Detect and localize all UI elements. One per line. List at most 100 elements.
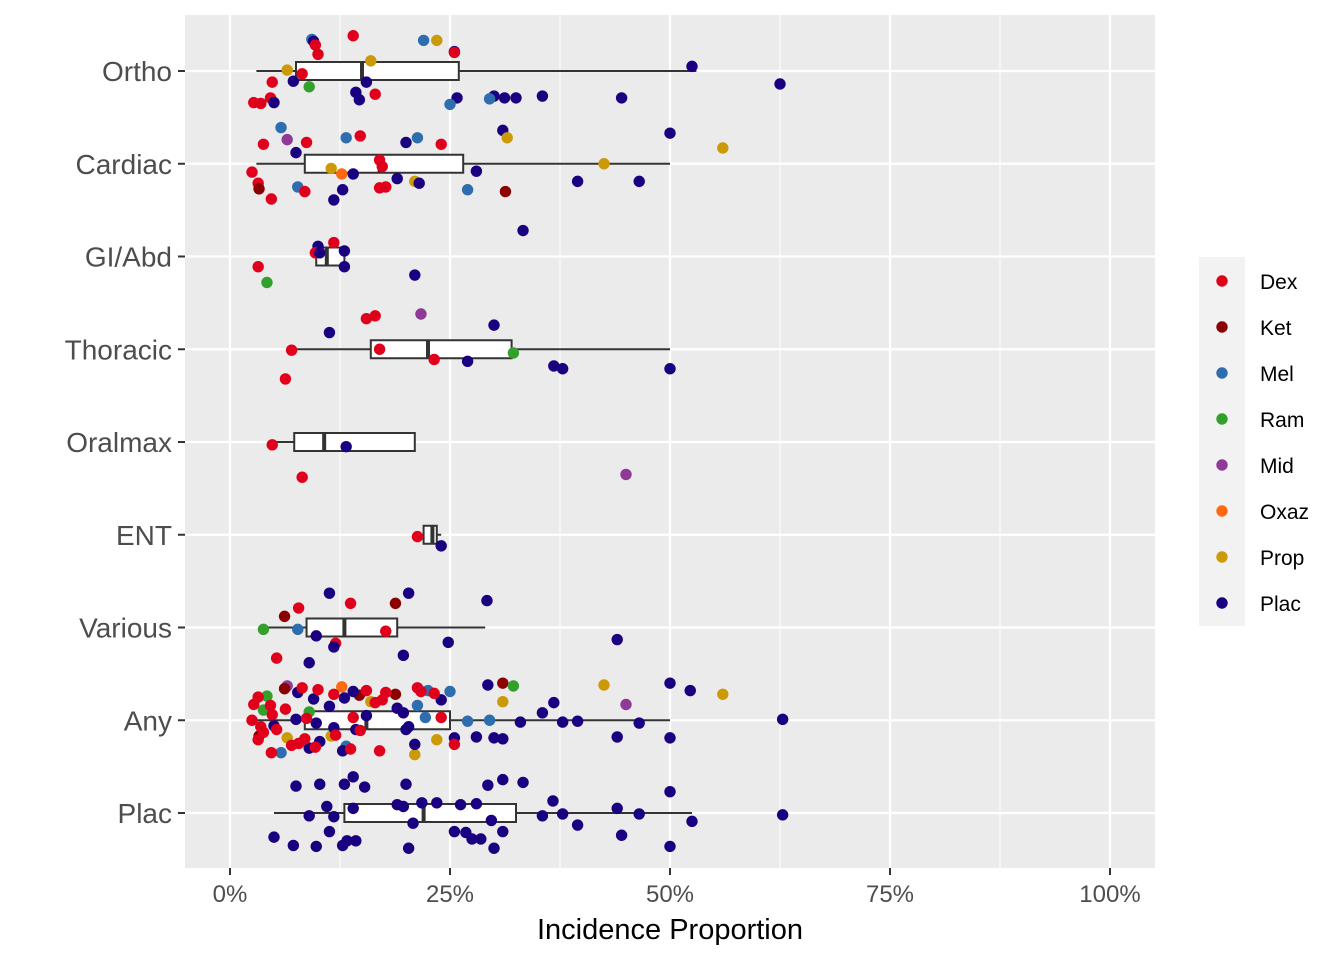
point-plac [548, 360, 560, 372]
point-prop [409, 748, 421, 761]
point-dex [411, 682, 424, 694]
x-axis-title: Incidence Proportion [537, 914, 803, 946]
point-plac [686, 815, 698, 828]
point-plac [391, 172, 403, 185]
point-plac [664, 127, 676, 139]
point-plac [633, 808, 645, 820]
point-plac [556, 363, 569, 375]
y-tick-label: Plac [118, 798, 172, 829]
point-ram [257, 623, 270, 636]
point-plac [664, 363, 676, 375]
point-dex [270, 723, 283, 736]
point-mel [411, 699, 424, 712]
point-dex [312, 683, 324, 696]
point-plac [611, 731, 623, 743]
point-dex [285, 344, 298, 356]
point-dex [369, 310, 381, 322]
box-iqr [422, 524, 438, 545]
point-plac [454, 798, 467, 811]
point-dex [369, 88, 381, 100]
point-plac [475, 833, 487, 845]
point-plac [571, 819, 584, 831]
point-plac [481, 594, 493, 607]
point-dex [435, 138, 447, 150]
point-dex [265, 747, 278, 759]
point-dex [380, 625, 392, 637]
point-prop [497, 696, 509, 708]
point-plac [461, 355, 474, 368]
point-mel [275, 121, 287, 134]
box-iqr [343, 803, 517, 823]
point-mel [275, 747, 287, 759]
point-mel [444, 685, 456, 698]
point-plac [615, 829, 628, 841]
point-plac [470, 165, 483, 177]
point-dex [373, 745, 386, 757]
point-plac [358, 781, 371, 793]
point-mid [620, 698, 632, 711]
legend-label: Oxaz [1260, 501, 1309, 524]
legend-key-ket [1216, 321, 1228, 333]
point-dex [373, 343, 386, 355]
point-dex [252, 734, 264, 746]
point-ram [507, 347, 520, 359]
y-tick-label: GI/Abd [85, 242, 172, 273]
point-dex [246, 166, 258, 178]
box-iqr [295, 61, 460, 81]
point-ram [507, 680, 520, 692]
y-tick-label: ENT [116, 520, 172, 551]
point-mel [461, 715, 474, 727]
point-plac [497, 733, 509, 745]
point-ram [303, 81, 315, 93]
point-prop [717, 142, 729, 154]
point-dex [248, 698, 260, 711]
point-plac [416, 797, 428, 809]
point-plac [268, 831, 280, 843]
point-mel [444, 98, 456, 111]
point-dex [255, 97, 267, 110]
point-plac [336, 184, 349, 196]
point-dex [300, 136, 313, 149]
point-mid [281, 133, 293, 146]
point-plac [397, 649, 410, 662]
point-plac [488, 319, 500, 331]
point-mel [411, 132, 424, 144]
y-tick-label: Various [79, 613, 172, 644]
point-dex [246, 714, 258, 726]
boxplot-ent [422, 524, 442, 545]
point-dex [265, 193, 278, 205]
point-dex [344, 743, 357, 755]
point-plac [402, 587, 415, 599]
point-dex [448, 738, 461, 751]
point-plac [686, 60, 698, 73]
point-ket [389, 688, 402, 700]
point-plac [338, 245, 351, 257]
point-plac [310, 630, 322, 642]
legend-label: Ram [1260, 409, 1304, 432]
legend: Dex Ket Mel Ram Mid Oxaz Prop Plac [1199, 257, 1309, 626]
point-plac [323, 326, 336, 339]
point-dex [309, 741, 322, 753]
x-tick-label: 0% [213, 881, 248, 908]
y-tick-label: Cardiac [76, 149, 172, 180]
point-dex [270, 652, 283, 664]
point-mel [292, 623, 304, 636]
point-dex [360, 312, 373, 325]
legend-key-oxaz [1216, 505, 1228, 517]
y-tick-label: Any [124, 705, 172, 736]
point-plac [402, 842, 415, 854]
point-prop [431, 734, 443, 746]
point-plac [413, 177, 425, 189]
point-plac [400, 778, 412, 790]
legend-label: Prop [1260, 547, 1304, 570]
y-tick-label: Ortho [102, 56, 172, 87]
point-plac [571, 715, 584, 727]
point-plac [536, 707, 549, 719]
point-plac [347, 802, 359, 815]
point-dex [257, 138, 270, 150]
point-dex [299, 185, 311, 198]
legend-key-prop [1216, 551, 1228, 563]
point-plac [548, 696, 560, 709]
x-tick-label: 75% [866, 881, 914, 908]
